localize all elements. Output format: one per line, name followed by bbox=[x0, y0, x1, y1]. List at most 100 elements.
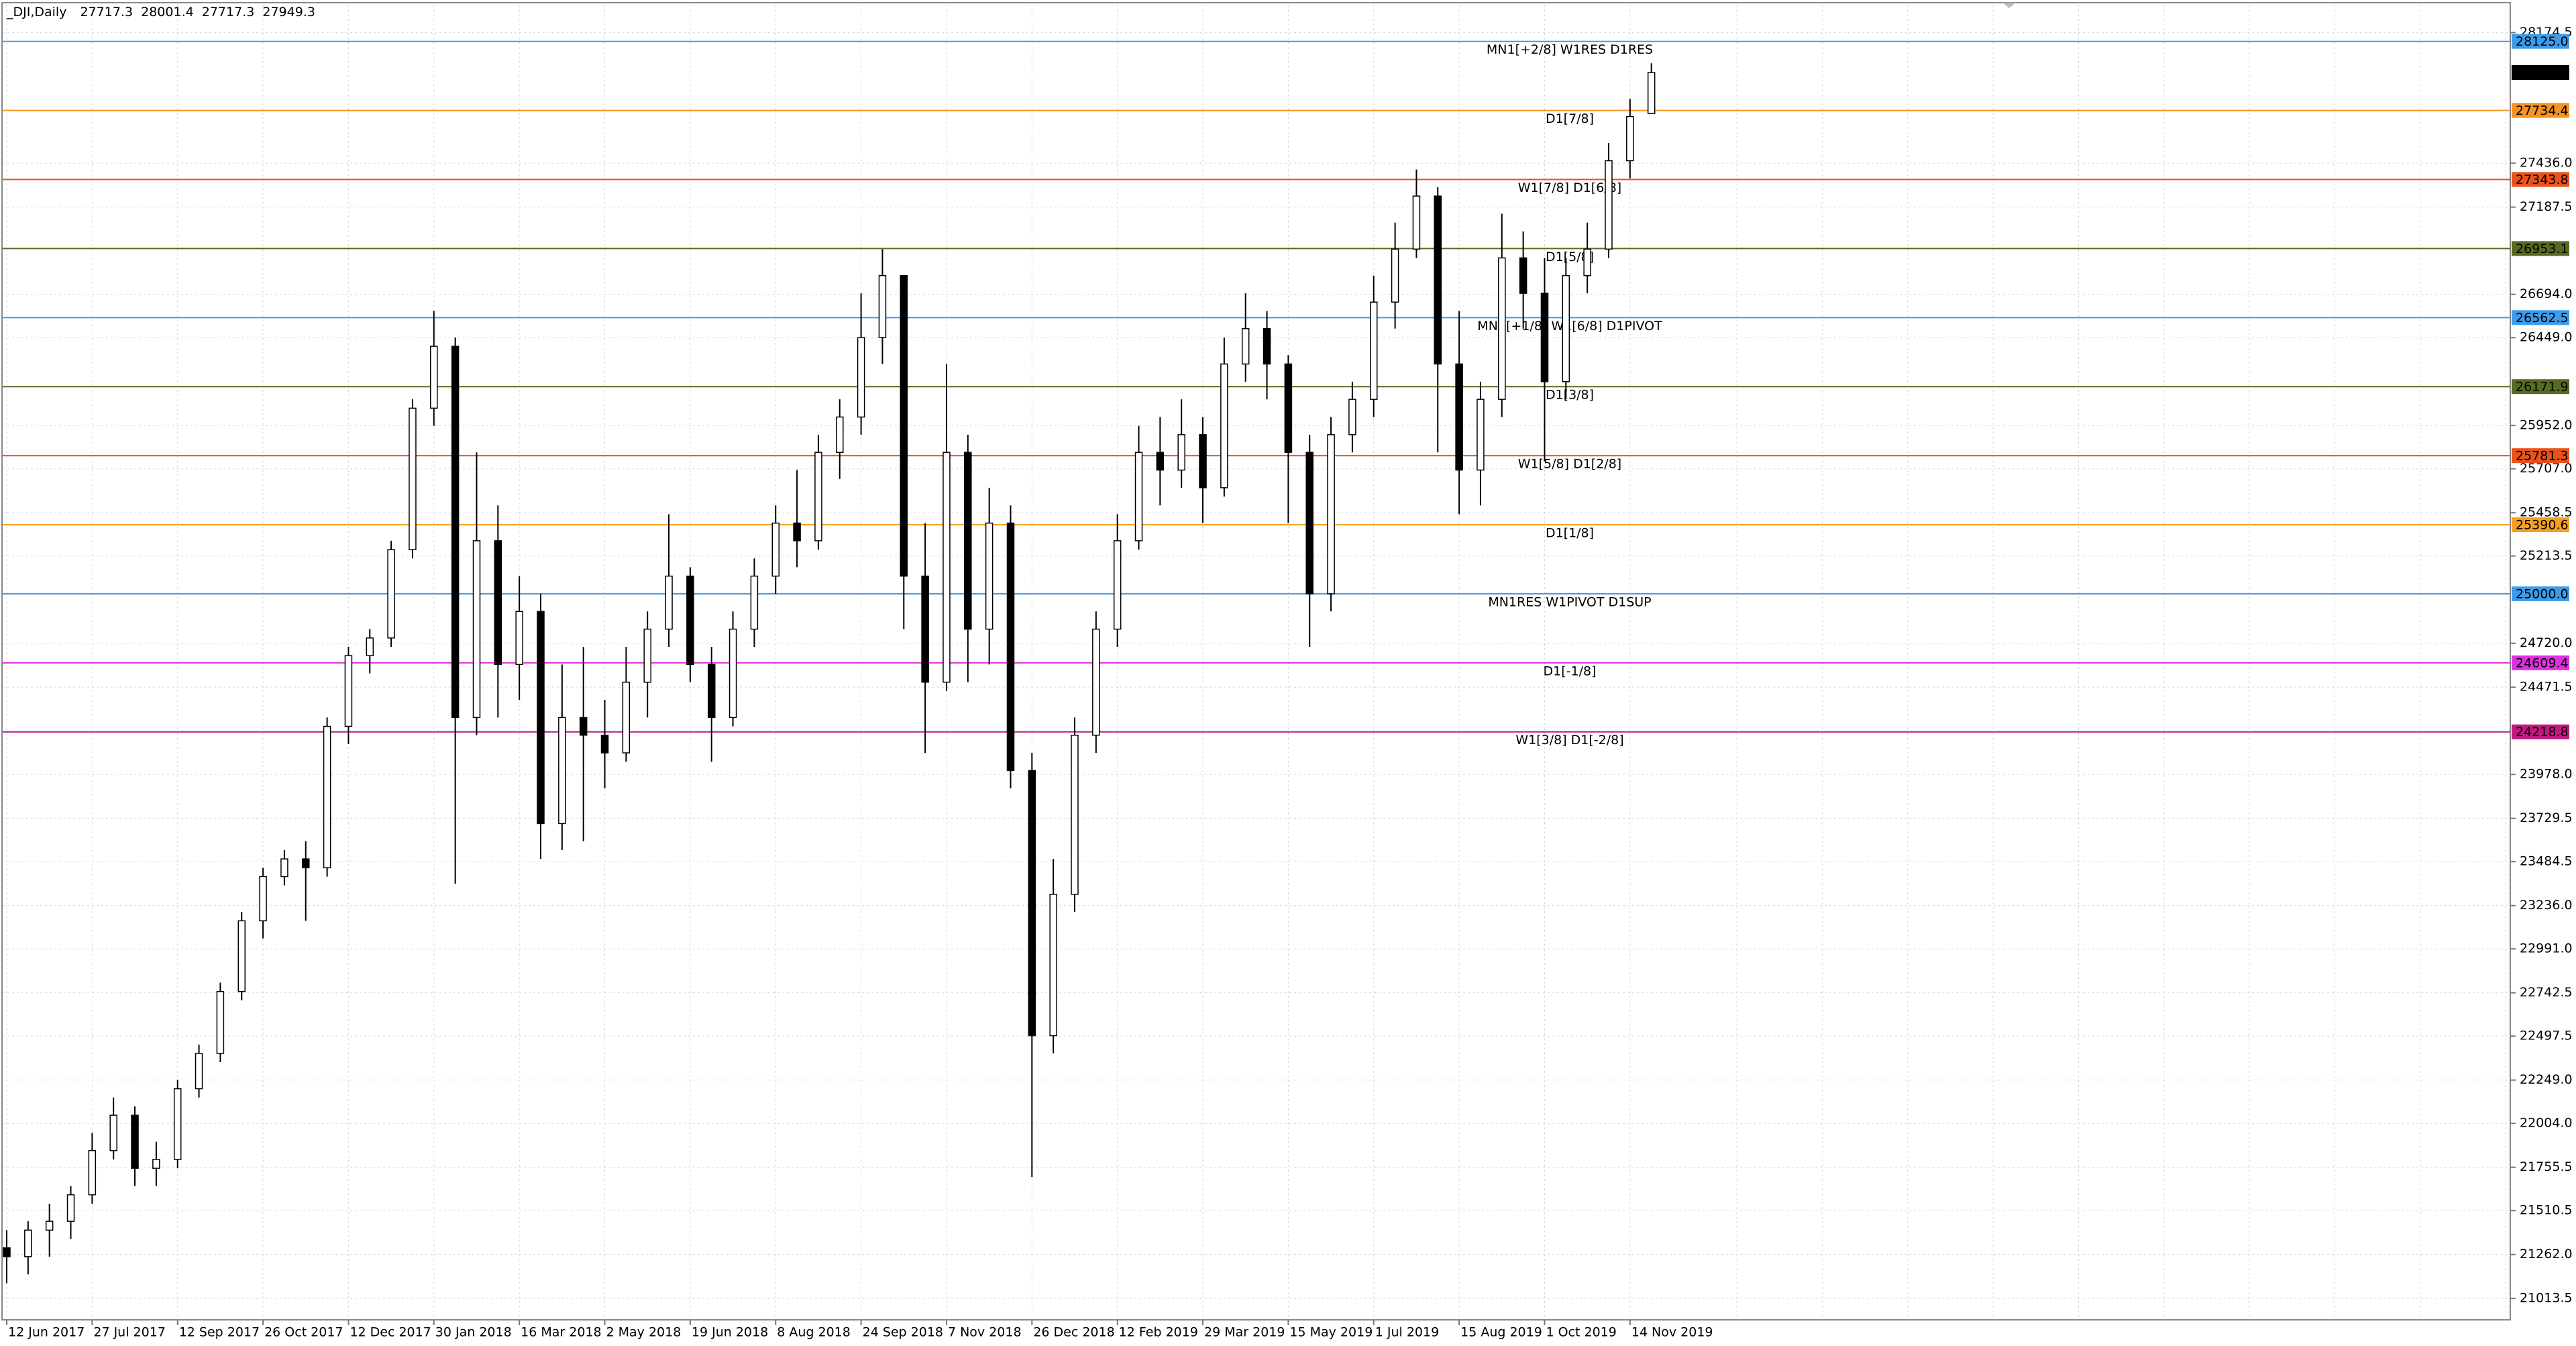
level-text: W1[5/8] D1[2/8] bbox=[1518, 457, 1621, 472]
y-tick-label: 26694.0 bbox=[2520, 287, 2573, 301]
candle-body bbox=[472, 540, 481, 719]
candle-body bbox=[24, 1229, 32, 1257]
x-tick-label: 15 May 2019 bbox=[1289, 1325, 1373, 1340]
y-tick-label: 27436.0 bbox=[2520, 156, 2573, 170]
x-tick-label: 19 Jun 2018 bbox=[692, 1325, 768, 1340]
candle-body bbox=[1562, 274, 1570, 382]
candle-body bbox=[131, 1115, 139, 1169]
y-tick-label: 22497.5 bbox=[2520, 1029, 2573, 1043]
candle-body bbox=[836, 416, 844, 453]
last-price-label: 27949.3 bbox=[2516, 65, 2569, 80]
header-open: 27717.3 bbox=[80, 5, 133, 19]
y-tick-label: 25213.5 bbox=[2520, 548, 2573, 563]
level-price-label: 25390.6 bbox=[2516, 518, 2569, 533]
candle-body bbox=[1455, 363, 1463, 471]
level-price-label: 27734.4 bbox=[2516, 103, 2569, 118]
x-tick-label: 7 Nov 2018 bbox=[948, 1325, 1022, 1340]
x-tick-label: 26 Dec 2018 bbox=[1033, 1325, 1114, 1340]
x-tick-label: 12 Feb 2019 bbox=[1119, 1325, 1198, 1340]
y-tick-label: 23236.0 bbox=[2520, 898, 2573, 913]
candle-body bbox=[771, 522, 780, 577]
scroll-marker bbox=[2002, 3, 2016, 8]
x-tick-label: 27 Jul 2017 bbox=[93, 1325, 166, 1340]
candle-body bbox=[3, 1247, 11, 1257]
level-text: MN1RES W1PIVOT D1SUP bbox=[1488, 594, 1651, 609]
candle-body bbox=[195, 1053, 203, 1090]
candle-body bbox=[1113, 540, 1122, 630]
candle-body bbox=[1370, 301, 1378, 400]
candle-body bbox=[451, 346, 460, 719]
y-tick-label: 21262.0 bbox=[2520, 1247, 2573, 1261]
candle-body bbox=[366, 637, 374, 656]
x-tick-label: 2 May 2018 bbox=[606, 1325, 682, 1340]
level-price-box bbox=[2512, 586, 2569, 601]
level-price-box bbox=[2512, 103, 2569, 118]
header-low: 27717.3 bbox=[202, 5, 255, 19]
candle-body bbox=[750, 575, 759, 630]
level-price-label: 26171.9 bbox=[2516, 380, 2569, 395]
levels: MN1[+2/8] W1RES D1RES D1[7/8] W1[7/8] D1[6… bbox=[3, 40, 2510, 747]
candle-body bbox=[45, 1221, 54, 1231]
y-tick-label: 23484.5 bbox=[2520, 854, 2573, 869]
candle-body bbox=[344, 655, 353, 727]
candle-body bbox=[964, 452, 972, 630]
candle-body bbox=[1156, 452, 1165, 471]
candle-body bbox=[430, 346, 438, 409]
candle-body bbox=[1305, 452, 1313, 594]
candle-body bbox=[494, 540, 502, 666]
candle-body bbox=[1605, 160, 1613, 250]
y-tick-label: 22249.0 bbox=[2520, 1072, 2573, 1087]
y-tick-label: 27187.5 bbox=[2520, 199, 2573, 214]
candle-body bbox=[1327, 434, 1335, 594]
x-tick-label: 15 Aug 2019 bbox=[1460, 1325, 1542, 1340]
x-tick-label: 12 Dec 2017 bbox=[350, 1325, 431, 1340]
candle-body bbox=[280, 858, 288, 878]
candle-body bbox=[943, 452, 951, 683]
level-price-label: 26953.1 bbox=[2516, 242, 2569, 256]
candle-body bbox=[665, 575, 673, 630]
x-tick-label: 1 Jul 2019 bbox=[1375, 1325, 1439, 1340]
level-price-box bbox=[2512, 172, 2569, 187]
x-tick-label: 1 Oct 2019 bbox=[1546, 1325, 1616, 1340]
candle-body bbox=[857, 337, 865, 418]
candle-body bbox=[1647, 72, 1656, 114]
level-text: W1[3/8] D1[-2/8] bbox=[1515, 733, 1623, 747]
x-tick-label: 14 Nov 2019 bbox=[1631, 1325, 1713, 1340]
candle-body bbox=[1071, 734, 1079, 895]
candle-body bbox=[558, 717, 566, 825]
candle-body bbox=[152, 1159, 160, 1169]
x-tick-label: 24 Sep 2018 bbox=[863, 1325, 943, 1340]
y-tick-label: 23729.5 bbox=[2520, 811, 2573, 825]
level-price-box bbox=[2512, 241, 2569, 256]
candle-body bbox=[1263, 328, 1271, 365]
plot-frame bbox=[1, 2, 2511, 1321]
y-tick-label: 21755.5 bbox=[2520, 1159, 2573, 1174]
level-price-label: 26562.5 bbox=[2516, 311, 2569, 325]
candle-body bbox=[1540, 293, 1549, 382]
level-price-box bbox=[2512, 34, 2569, 49]
x-tick-label: 29 Mar 2019 bbox=[1204, 1325, 1285, 1340]
level-price-label: 25000.0 bbox=[2516, 586, 2569, 601]
y-tick-label: 24720.0 bbox=[2520, 635, 2573, 650]
y-tick-label: 21510.5 bbox=[2520, 1203, 2573, 1218]
y-tick-label: 24471.5 bbox=[2520, 680, 2573, 694]
candle-body bbox=[1199, 434, 1207, 488]
y-tick-label: 25707.0 bbox=[2520, 461, 2573, 476]
candle-body bbox=[643, 628, 651, 683]
candle-body bbox=[1626, 115, 1634, 162]
y-tick-label: 22004.0 bbox=[2520, 1116, 2573, 1131]
candle-body bbox=[237, 920, 246, 992]
candle-body bbox=[600, 734, 609, 754]
candle-body bbox=[302, 858, 310, 869]
x-tick-label: 12 Jun 2017 bbox=[8, 1325, 85, 1340]
y-tick-label: 23978.0 bbox=[2520, 767, 2573, 782]
candle-body bbox=[387, 549, 395, 639]
candle-body bbox=[1498, 257, 1506, 400]
y-tick-label: 21013.5 bbox=[2520, 1291, 2573, 1306]
candle-body bbox=[1177, 434, 1185, 471]
candle-body bbox=[1391, 248, 1399, 303]
y-tick-label: 26449.0 bbox=[2520, 330, 2573, 345]
symbol: _DJI,Daily bbox=[6, 5, 66, 19]
